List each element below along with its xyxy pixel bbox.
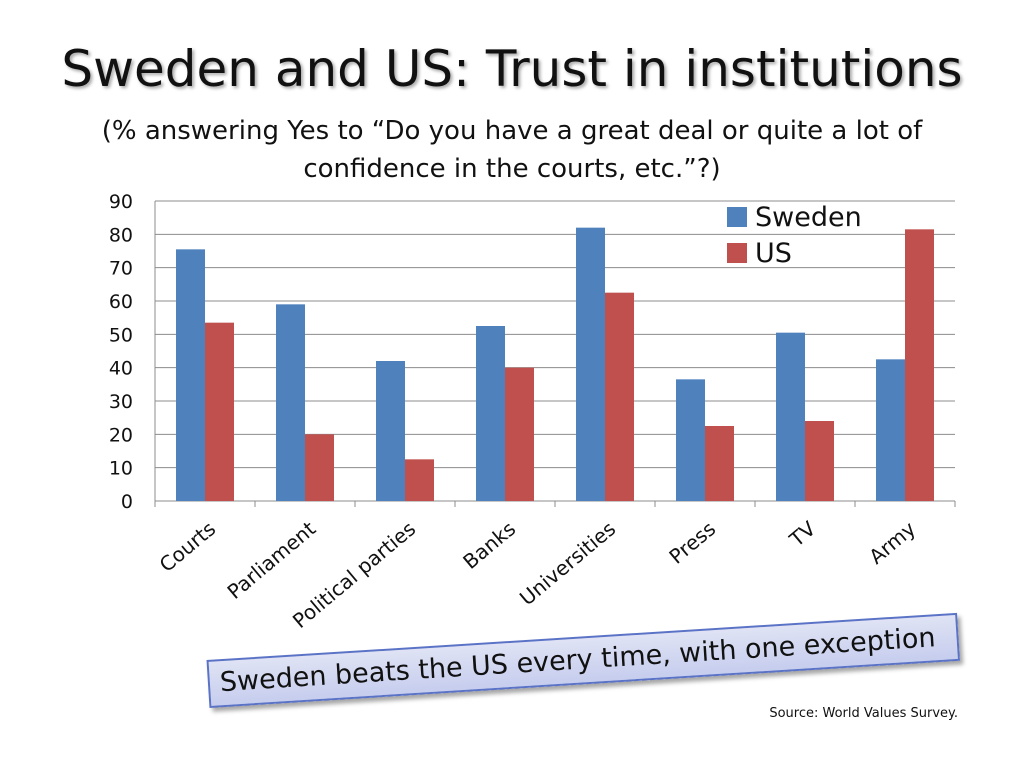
y-tick-label: 80: [109, 224, 133, 246]
bar-us-universities: [605, 292, 634, 501]
bar-us-tv: [805, 421, 834, 501]
slide-title: Sweden and US: Trust in institutions: [61, 40, 963, 98]
y-tick-label: 50: [109, 324, 133, 346]
x-category-label: TV: [784, 516, 820, 552]
bar-sweden-political-parties: [376, 361, 405, 501]
x-category-label: Courts: [155, 516, 221, 576]
legend-swatch-us: [727, 243, 747, 263]
bar-us-press: [705, 426, 734, 501]
y-tick-label: 30: [109, 391, 133, 413]
bar-us-courts: [205, 322, 234, 501]
bar-sweden-banks: [476, 326, 505, 501]
slide-subtitle: (% answering Yes to “Do you have a great…: [101, 116, 923, 184]
bar-us-parliament: [305, 434, 334, 501]
y-tick-label: 60: [109, 291, 133, 313]
bar-sweden-parliament: [276, 304, 305, 501]
bar-sweden-courts: [176, 249, 205, 501]
x-category-label: Parliament: [223, 516, 321, 603]
bar-us-army: [905, 229, 934, 502]
y-tick-label: 90: [109, 191, 133, 213]
legend-label-sweden: Sweden: [755, 202, 862, 233]
legend-label-us: US: [755, 238, 792, 269]
bar-sweden-universities: [576, 227, 605, 501]
x-category-label: Banks: [458, 516, 520, 573]
y-tick-label: 20: [109, 424, 133, 446]
bar-sweden-army: [876, 359, 905, 501]
x-category-label: Army: [864, 516, 920, 568]
x-category-label: Universities: [515, 516, 620, 610]
source-note: Source: World Values Survey.: [769, 706, 958, 721]
y-tick-label: 10: [109, 458, 133, 480]
legend-swatch-sweden: [727, 207, 747, 227]
y-tick-label: 0: [121, 491, 133, 513]
bar-sweden-tv: [776, 332, 805, 501]
bar-us-banks: [505, 367, 534, 501]
bar-us-political-parties: [405, 459, 434, 501]
y-tick-label: 40: [109, 358, 133, 380]
y-tick-label: 70: [109, 258, 133, 280]
bar-sweden-press: [676, 379, 705, 501]
x-category-label: Press: [664, 516, 720, 568]
